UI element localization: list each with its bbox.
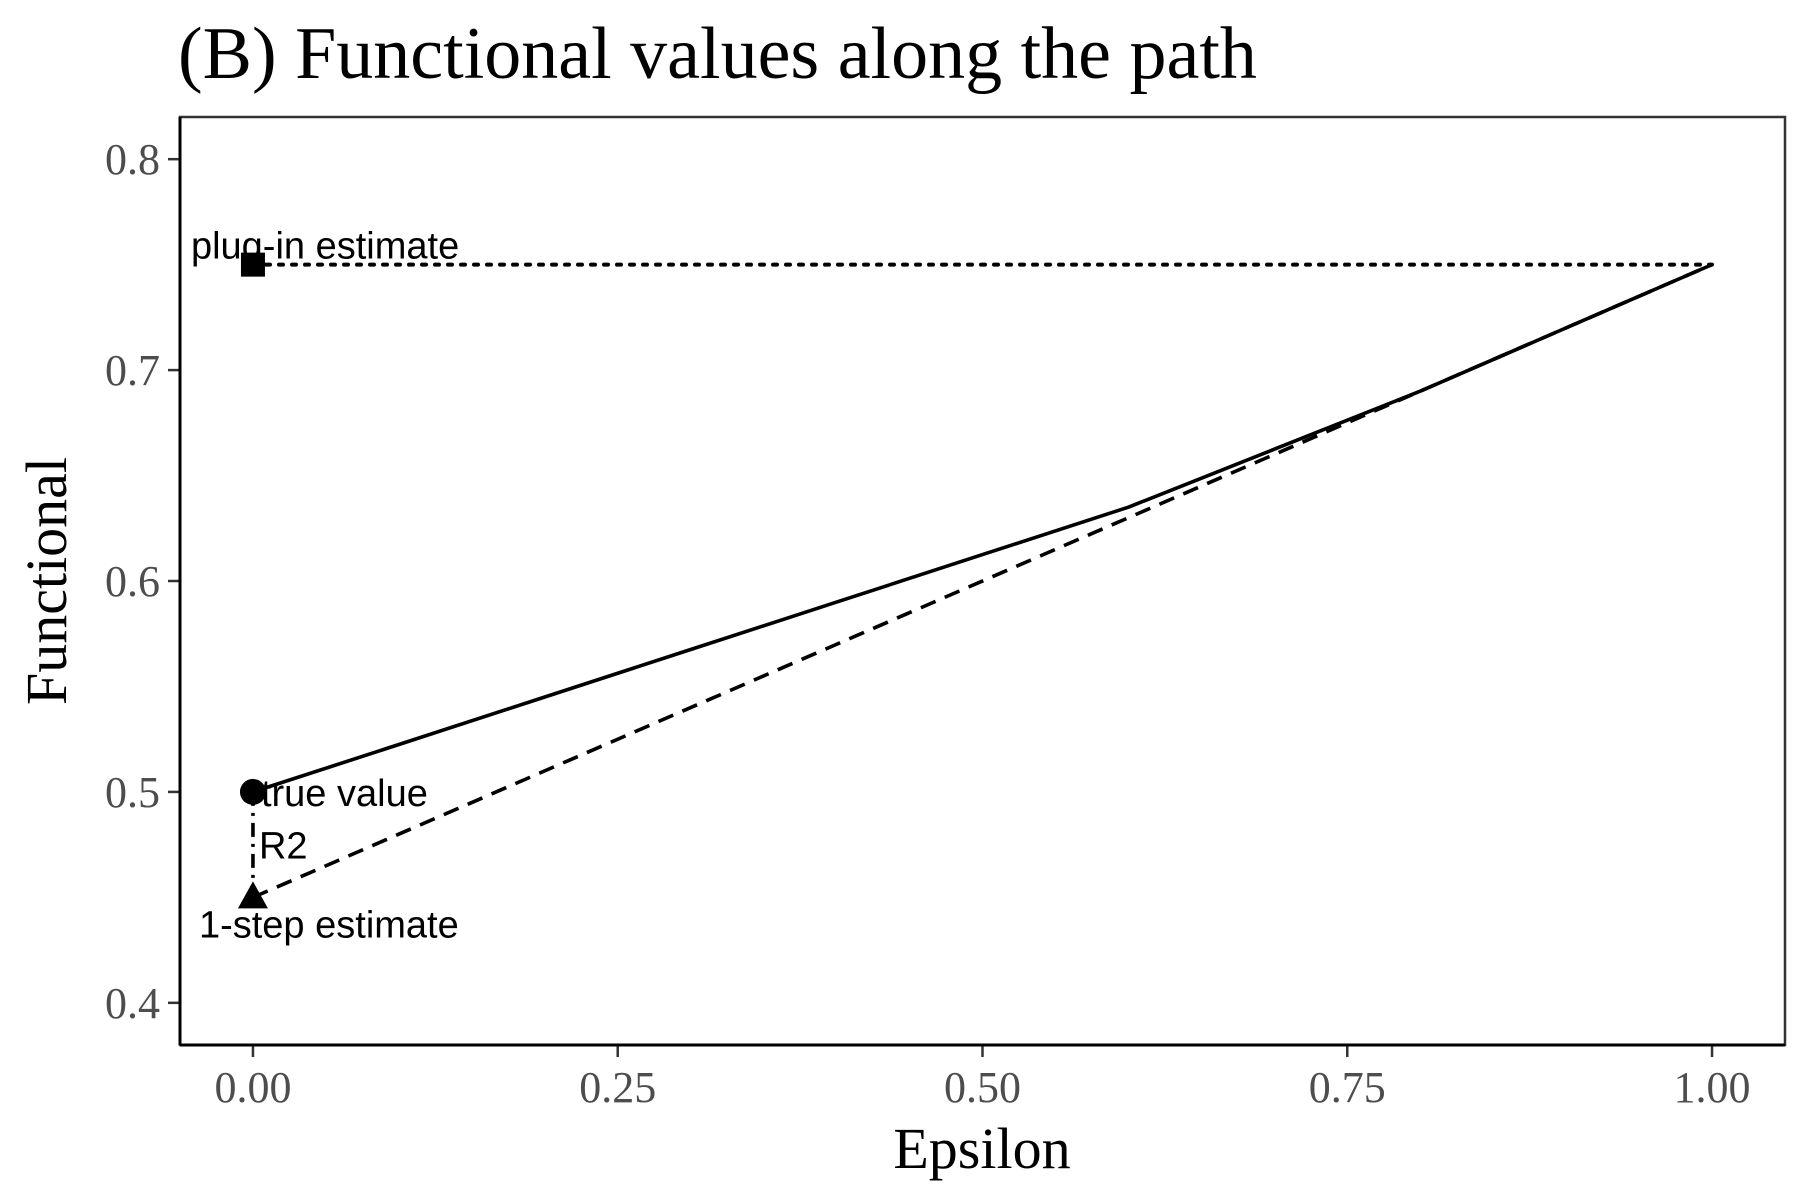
series-layer bbox=[251, 262, 1714, 900]
y-tick-label: 0.4 bbox=[105, 979, 160, 1028]
y-tick-label: 0.8 bbox=[105, 135, 160, 184]
x-tick-label: 0.25 bbox=[579, 1063, 656, 1112]
plug-in-estimate-label: plug-in estimate bbox=[191, 226, 459, 268]
true-value-point bbox=[239, 778, 266, 805]
y-axis-ticks: 0.4 0.5 0.6 0.7 0.8 bbox=[105, 135, 180, 1028]
one-step-estimate-point bbox=[237, 881, 268, 909]
series-line-dashed bbox=[252, 262, 1713, 900]
point-labels-layer: plug-in estimate true value 1-step estimat… bbox=[191, 226, 459, 947]
true-value-label: true value bbox=[261, 773, 428, 815]
y-tick-label: 0.7 bbox=[105, 346, 160, 395]
x-tick-label: 1.00 bbox=[1674, 1063, 1751, 1112]
series-line-solid bbox=[252, 262, 1713, 794]
x-tick-label: 0.75 bbox=[1309, 1063, 1386, 1112]
one-step-estimate-label: 1-step estimate bbox=[199, 904, 459, 946]
x-axis-ticks: 0.00 0.25 0.50 0.75 1.00 bbox=[214, 1045, 1751, 1112]
y-tick-label: 0.5 bbox=[105, 768, 160, 817]
chart-title: (B) Functional values along the path bbox=[178, 13, 1257, 95]
x-tick-label: 0.50 bbox=[944, 1063, 1021, 1112]
x-tick-label: 0.00 bbox=[214, 1063, 291, 1112]
residual-label: R2 bbox=[259, 826, 308, 868]
y-tick-label: 0.6 bbox=[105, 557, 160, 606]
points-layer bbox=[237, 252, 268, 909]
x-axis-title: Epsilon bbox=[893, 1116, 1070, 1181]
plug-in-estimate-point bbox=[240, 252, 265, 277]
y-axis-title: Functional bbox=[14, 457, 79, 705]
